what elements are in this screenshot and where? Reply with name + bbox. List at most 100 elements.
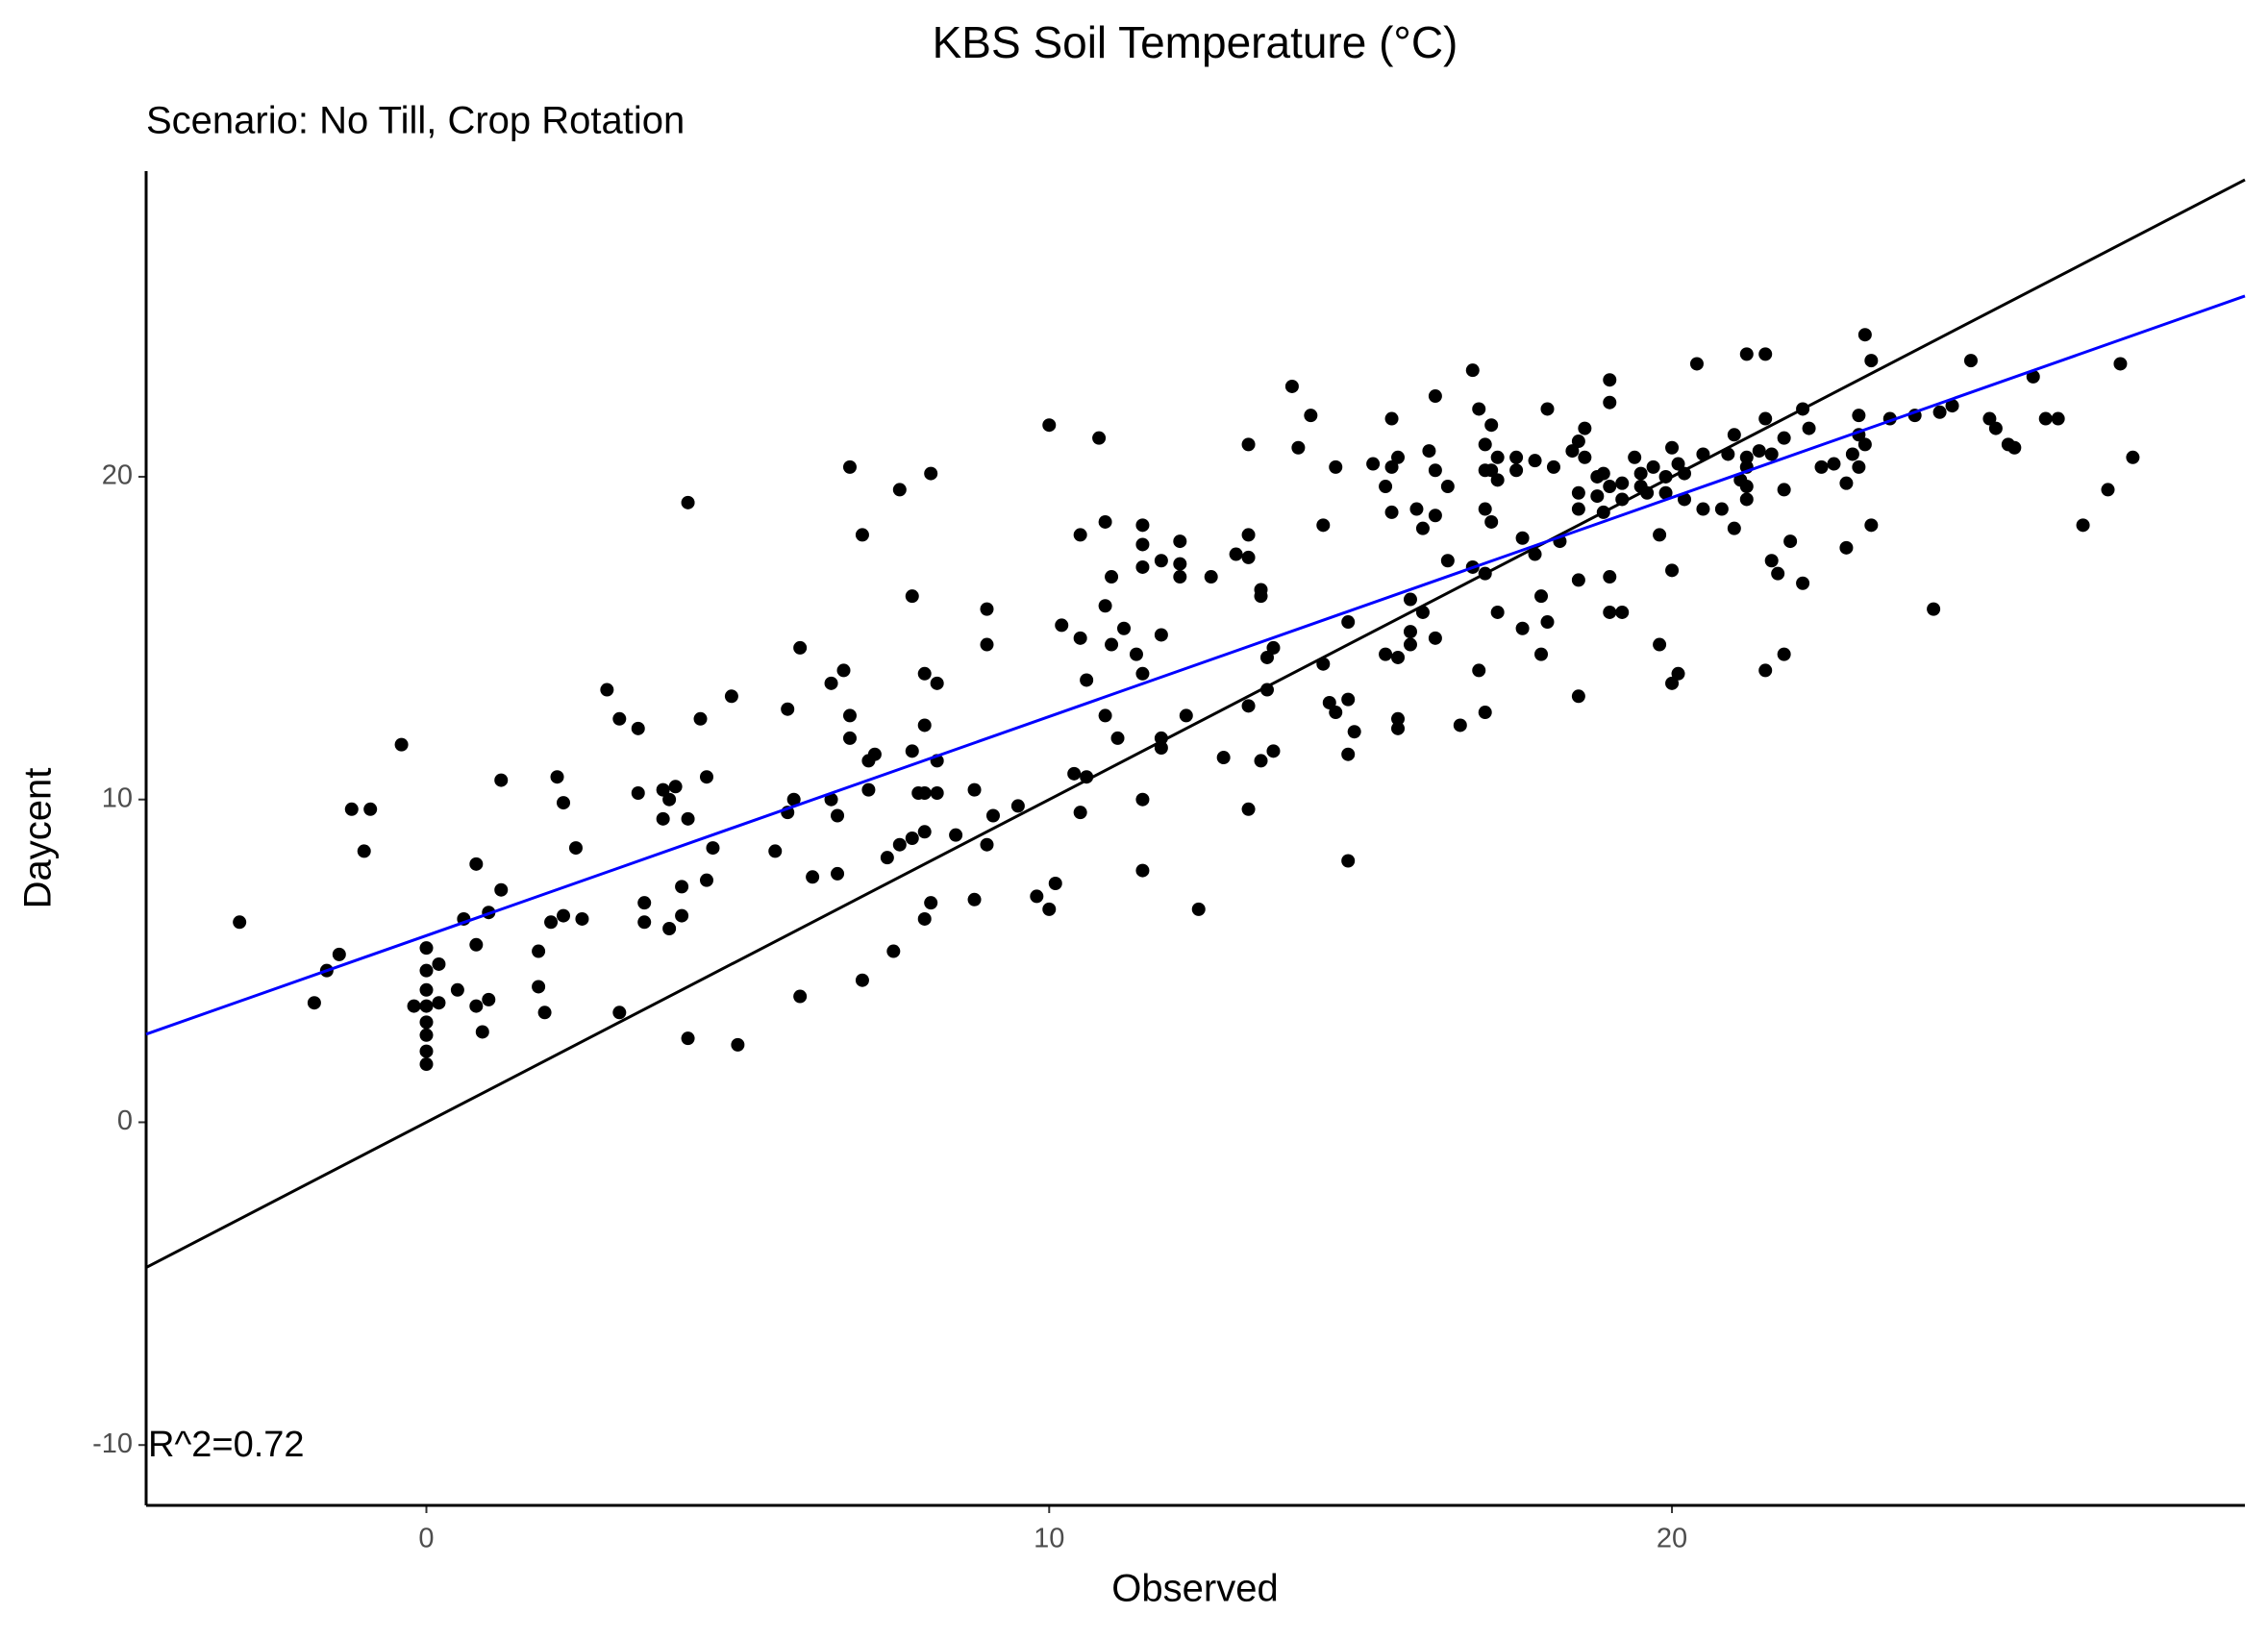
point xyxy=(544,915,559,930)
point xyxy=(1010,799,1025,813)
point xyxy=(662,792,677,807)
point xyxy=(675,908,689,923)
point xyxy=(1839,540,1854,555)
point xyxy=(1714,502,1729,516)
point xyxy=(1173,557,1187,571)
point xyxy=(892,483,907,497)
point xyxy=(394,737,409,752)
point xyxy=(469,857,484,871)
point xyxy=(1391,450,1406,464)
point xyxy=(1845,447,1859,461)
point xyxy=(1379,480,1393,494)
point xyxy=(557,796,571,810)
point xyxy=(1571,502,1585,516)
point xyxy=(469,999,484,1013)
point xyxy=(1571,573,1585,587)
point xyxy=(1571,435,1585,449)
point xyxy=(930,785,944,800)
point xyxy=(1534,589,1549,604)
point xyxy=(419,1028,434,1042)
point xyxy=(1596,466,1610,481)
point xyxy=(1578,450,1592,464)
y-tick-label: 20 xyxy=(102,460,133,491)
point xyxy=(1105,637,1119,652)
point xyxy=(1982,411,1997,426)
point xyxy=(967,892,982,906)
point xyxy=(1478,706,1492,720)
point xyxy=(1509,450,1524,464)
x-axis-label: Observed xyxy=(1111,1568,1278,1610)
point xyxy=(1633,466,1648,481)
point xyxy=(1428,389,1442,404)
point xyxy=(1827,457,1841,471)
point xyxy=(1284,379,1299,393)
point xyxy=(1490,605,1505,619)
point xyxy=(1852,459,1866,474)
point xyxy=(363,802,378,816)
point xyxy=(419,1044,434,1058)
annotation: R^2=0.72 xyxy=(148,1425,305,1465)
point xyxy=(1241,802,1256,816)
point xyxy=(1515,531,1530,545)
point xyxy=(656,811,670,826)
point xyxy=(637,915,652,930)
point xyxy=(917,911,932,926)
point xyxy=(419,963,434,978)
point xyxy=(824,792,838,807)
point xyxy=(1254,589,1268,604)
point xyxy=(1347,725,1361,739)
point xyxy=(2126,450,2140,464)
point xyxy=(831,866,845,881)
point xyxy=(836,663,851,678)
x-tick-label: 0 xyxy=(418,1524,434,1554)
point xyxy=(1590,489,1605,504)
point xyxy=(1304,409,1318,423)
point xyxy=(419,1015,434,1030)
point xyxy=(668,780,683,794)
point xyxy=(1478,502,1492,516)
point xyxy=(2051,411,2065,426)
point xyxy=(1384,411,1399,426)
point xyxy=(892,837,907,852)
point xyxy=(1266,744,1281,758)
point xyxy=(1752,444,1766,459)
point xyxy=(482,992,496,1006)
point xyxy=(880,851,894,865)
point xyxy=(1478,437,1492,452)
y-tick-label: 0 xyxy=(117,1105,133,1136)
point xyxy=(1316,518,1331,533)
point xyxy=(1391,721,1406,735)
point xyxy=(419,1057,434,1072)
point xyxy=(1653,528,1667,542)
point xyxy=(980,837,994,852)
point xyxy=(699,873,713,887)
point xyxy=(1154,628,1168,642)
point xyxy=(1366,457,1381,471)
point xyxy=(1945,399,1959,413)
point xyxy=(1191,902,1206,916)
point xyxy=(1030,889,1044,904)
point xyxy=(1291,440,1306,455)
point xyxy=(675,880,689,894)
point xyxy=(1546,459,1560,474)
point xyxy=(1802,421,1816,435)
point xyxy=(1540,402,1555,416)
point xyxy=(905,832,919,845)
point xyxy=(1565,444,1580,459)
point xyxy=(1484,463,1499,478)
point xyxy=(693,711,708,726)
point xyxy=(1329,459,1343,474)
point xyxy=(307,996,321,1010)
point xyxy=(2026,369,2040,384)
point xyxy=(842,708,857,723)
point xyxy=(1135,863,1150,878)
point xyxy=(793,640,808,655)
point xyxy=(1428,631,1442,645)
point xyxy=(1135,792,1150,807)
point xyxy=(917,785,932,800)
point xyxy=(1603,373,1617,387)
y-tick-label: -10 xyxy=(92,1428,133,1459)
point xyxy=(1391,711,1406,726)
point xyxy=(842,459,857,474)
